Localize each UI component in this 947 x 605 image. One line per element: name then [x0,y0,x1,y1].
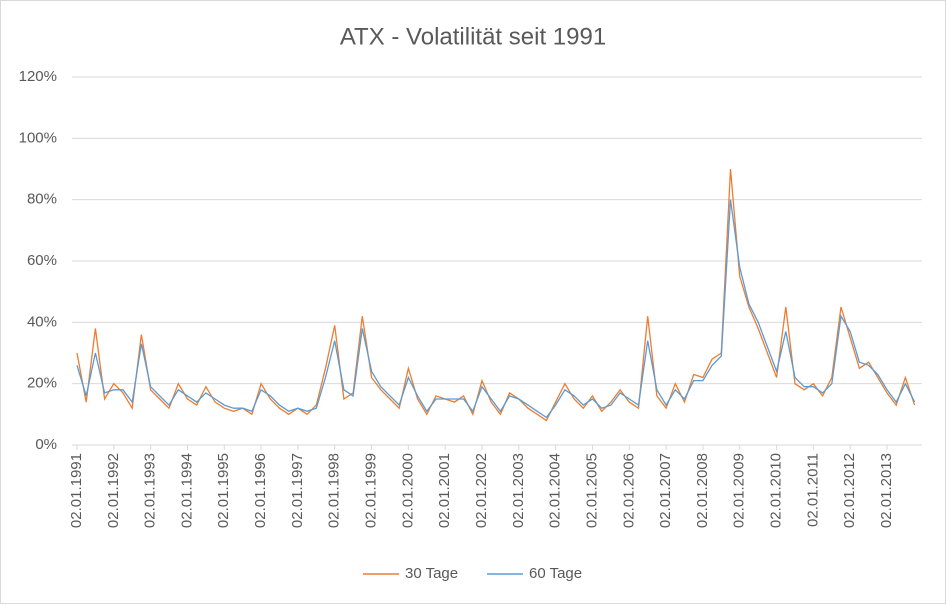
y-tick-label: 120% [19,68,57,85]
x-tick-label: 02.01.2004 [547,453,564,528]
y-tick-label: 100% [19,129,57,146]
chart-title: ATX - Volatilität seit 1991 [340,23,606,50]
x-tick-label: 02.01.1999 [363,453,380,528]
x-tick-label: 02.01.1992 [105,453,122,528]
y-tick-label: 80% [27,191,57,208]
x-tick-label: 02.01.1997 [289,453,306,528]
x-tick-label: 02.01.2006 [620,453,637,528]
line-series [76,168,916,422]
y-tick-label: 40% [27,313,57,330]
x-tick-label: 02.01.1993 [142,453,159,528]
x-tick-label: 02.01.2013 [878,453,895,528]
x-tick-label: 02.01.2001 [436,453,453,528]
y-tick-label: 60% [27,252,57,269]
x-tick-label: 02.01.2011 [804,453,821,527]
y-tick-label: 0% [35,436,57,453]
x-tick-label: 02.01.2007 [657,453,674,528]
legend-label: 60 Tage [529,565,582,582]
x-tick-label: 02.01.1998 [326,453,343,528]
x-tick-label: 02.01.2008 [694,453,711,528]
x-tick-label: 02.01.1994 [178,453,195,528]
x-tick-label: 02.01.2009 [731,453,748,528]
x-tick-label: 02.01.1995 [215,453,232,528]
x-tick-label: 02.01.2003 [510,453,527,528]
x-tick-label: 02.01.2002 [473,453,490,528]
y-tick-label: 20% [27,375,57,392]
x-tick-label: 02.01.1996 [252,453,269,528]
x-tick-label: 02.01.1991 [68,453,85,528]
x-tick-label: 02.01.2012 [841,453,858,528]
x-tick-label: 02.01.2005 [583,453,600,528]
line-series [76,199,916,419]
legend-label: 30 Tage [405,565,458,582]
x-tick-label: 02.01.2000 [399,453,416,528]
x-tick-label: 02.01.2010 [768,453,785,528]
